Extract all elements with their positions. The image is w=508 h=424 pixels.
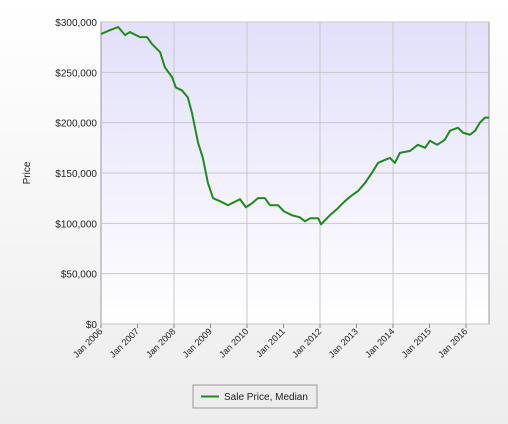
y-tick-label: $150,000 <box>55 169 97 180</box>
grid <box>101 21 489 325</box>
y-tick-label: $300,000 <box>55 18 97 29</box>
data-line <box>100 26 489 226</box>
y-tick-label: $250,000 <box>55 68 97 79</box>
y-tick-label: $50,000 <box>61 270 98 281</box>
legend: Sale Price, Median <box>192 384 318 409</box>
legend-label: Sale Price, Median <box>224 392 308 403</box>
y-tick-label: $100,000 <box>55 219 97 230</box>
legend-box <box>192 384 318 409</box>
y-tick-label: $0 <box>86 320 98 331</box>
y-tick-label: $200,000 <box>55 119 97 130</box>
y-axis-label: Price <box>22 161 33 184</box>
